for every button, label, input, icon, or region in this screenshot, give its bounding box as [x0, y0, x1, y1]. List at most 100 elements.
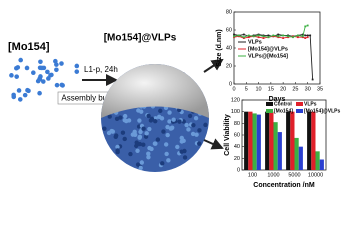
x-tick-label: 20 [280, 86, 286, 92]
bar [298, 146, 303, 170]
sphere-speckle [114, 116, 120, 121]
legend-label: VLPs@[Mo154] [248, 53, 288, 59]
bar [319, 159, 324, 170]
sphere-speckle [134, 143, 139, 149]
point-marker [296, 36, 299, 39]
sphere-speckle [115, 148, 120, 153]
bar [256, 114, 261, 170]
sphere-speckle [141, 142, 146, 147]
sphere-speckle [167, 110, 172, 115]
bar [290, 111, 295, 170]
y-axis-label: Cell Viability [224, 114, 231, 156]
sphere-speckle [191, 122, 196, 128]
sphere-speckle [107, 114, 112, 119]
sphere-speckle [160, 161, 165, 166]
cluster-dot [49, 72, 54, 78]
point-marker [242, 36, 245, 39]
cluster-dot [39, 65, 45, 71]
point-marker [282, 34, 285, 37]
legend-swatch [266, 109, 273, 113]
y-tick-label: 0 [229, 81, 232, 87]
cluster-dot [54, 67, 59, 73]
cluster-dot [54, 62, 59, 67]
polyoxometalate-clusters [9, 57, 80, 102]
cluster-dot [38, 59, 43, 65]
sphere-speckle [166, 158, 171, 163]
bar [294, 137, 299, 170]
point-marker [277, 33, 280, 36]
sphere-speckle [115, 144, 120, 150]
cluster-dot [24, 65, 30, 71]
cluster-dot [37, 90, 42, 96]
legend-label: [Mo154]@VLPs [248, 46, 288, 52]
cluster-dot [54, 82, 60, 88]
point-marker [247, 34, 250, 37]
point-marker [311, 78, 314, 81]
sphere-speckle [159, 116, 165, 121]
x-axis-label: Concentration /nM [253, 182, 315, 189]
x-tick-label: 0 [232, 86, 235, 92]
point-marker [262, 35, 265, 38]
sphere-speckle [122, 117, 127, 123]
point-marker [233, 35, 235, 38]
bar [286, 111, 291, 170]
legend-swatch [296, 102, 303, 106]
bar [265, 111, 270, 170]
sphere-speckle [128, 151, 133, 157]
legend-label: [Mo154]@VLPs [304, 108, 340, 114]
y-tick-label: 40 [226, 45, 232, 51]
y-tick-label: 120 [231, 97, 240, 103]
cluster-dot [45, 69, 50, 75]
bar [244, 111, 249, 170]
sphere-shell [101, 64, 209, 118]
sphere-speckle [187, 113, 193, 119]
y-tick-label: 80 [234, 121, 240, 127]
sphere-speckle [144, 131, 149, 136]
y-tick-label: 0 [237, 167, 240, 173]
sphere-speckle [165, 124, 170, 130]
graphical-abstract: [Mo154] L1-p, 24h Assembly buffer [Mo154… [8, 9, 340, 189]
sphere-speckle [137, 118, 142, 123]
point-marker [296, 34, 299, 37]
bar [248, 111, 253, 170]
point-marker [306, 34, 309, 37]
y-tick-label: 20 [234, 156, 240, 162]
bar [269, 111, 274, 170]
sphere-speckle [184, 122, 189, 128]
x-tick-label: 15 [268, 86, 274, 92]
x-tick-label: 10 [256, 86, 262, 92]
sphere-speckle [122, 136, 127, 142]
sphere-speckle [122, 113, 128, 119]
point-marker [247, 36, 250, 39]
sphere-speckle [149, 116, 155, 122]
cluster-dot [46, 76, 51, 81]
bar [273, 122, 278, 170]
y-tick-label: 60 [234, 132, 240, 138]
sphere-speckle [147, 126, 152, 132]
cluster-dot [11, 94, 17, 100]
legend-label: Control [274, 101, 292, 107]
cluster-dot [22, 92, 28, 98]
point-marker [309, 34, 312, 37]
sphere-speckle [139, 160, 145, 165]
product-label: [Mo154]@VLPs [104, 33, 177, 44]
sphere-speckle [138, 129, 143, 135]
point-marker [238, 35, 240, 38]
sphere-speckle [165, 132, 170, 138]
sphere-speckle [118, 115, 123, 120]
sphere-speckle [175, 144, 180, 150]
y-axis-label: Size (d.nm) [216, 29, 223, 66]
sphere-speckle [193, 116, 199, 121]
condition-label: L1-p, 24h [84, 65, 118, 74]
sphere-speckle [141, 126, 146, 131]
cluster-dot [59, 61, 64, 66]
sphere-speckle [136, 108, 141, 113]
point-marker [262, 37, 265, 39]
x-tick-label: 5 [245, 86, 248, 92]
point-marker [252, 35, 255, 38]
sphere-speckle [146, 113, 151, 119]
bar [307, 111, 312, 170]
sphere-speckle [120, 130, 126, 135]
x-tick-label: 30 [305, 86, 311, 92]
buffer-label: Assembly buffer [61, 94, 119, 103]
